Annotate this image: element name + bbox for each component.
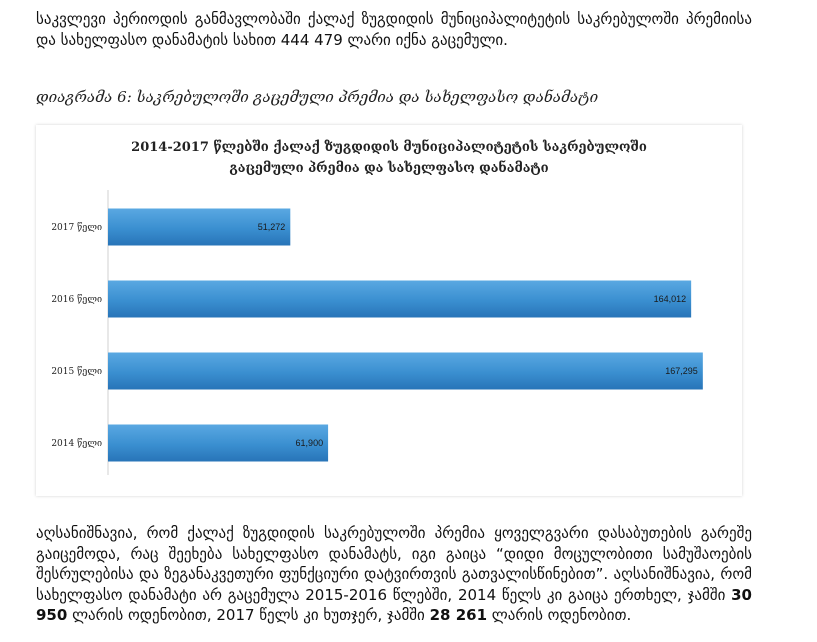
conclusion-paragraph: აღსანიშნავია, რომ ქალაქ ზუგდიდის საკრებუ… (36, 523, 752, 626)
conclusion-text-a: აღსანიშნავია, რომ ქალაქ ზუგდიდის საკრებუ… (36, 524, 752, 604)
category-label: 2015 წელი (51, 366, 102, 377)
bar (108, 352, 703, 390)
amount-2017: 28 261 (429, 606, 488, 624)
bar-value-label: 61,900 (296, 438, 324, 448)
bar-value-label: 164,012 (654, 294, 687, 304)
conclusion-text-c: ლარის ოდენობით. (487, 606, 632, 624)
bars-group: 2017 წელი 51,272 2016 წელი 164,012 2015 წელი… (51, 208, 703, 462)
intro-paragraph: საკვლევი პერიოდის განმავლობაში ქალაქ ზუგ… (36, 10, 752, 49)
bar (108, 280, 692, 318)
bar (108, 208, 291, 246)
bar-value-label: 51,272 (258, 222, 286, 232)
category-label: 2017 წელი (51, 222, 102, 233)
bar-chart: 2014-2017 წლებში ქალაქ ზუგდიდის მუნიციპა… (36, 125, 742, 496)
bar (108, 424, 329, 462)
chart-canvas: 2014-2017 წლებში ქალაქ ზუგდიდის მუნიციპა… (51, 139, 703, 475)
bar-value-label: 167,295 (665, 366, 698, 376)
conclusion-text-b: ლარის ოდენობით, 2017 წელს კი ხუთჯერ, ჯამ… (67, 606, 430, 624)
figure-caption: დიაგრამა 6: საკრებულოში გაცემული პრემია … (36, 88, 599, 106)
category-label: 2016 წელი (51, 294, 102, 305)
amount-2014: 30 950 (36, 585, 752, 625)
chart-title-line1: 2014-2017 წლებში ქალაქ ზუგდიდის მუნიციპა… (131, 139, 647, 155)
category-label: 2014 წელი (51, 438, 102, 449)
chart-title-line2: გაცემული პრემია და სახელფასო დანამატი (229, 160, 548, 176)
